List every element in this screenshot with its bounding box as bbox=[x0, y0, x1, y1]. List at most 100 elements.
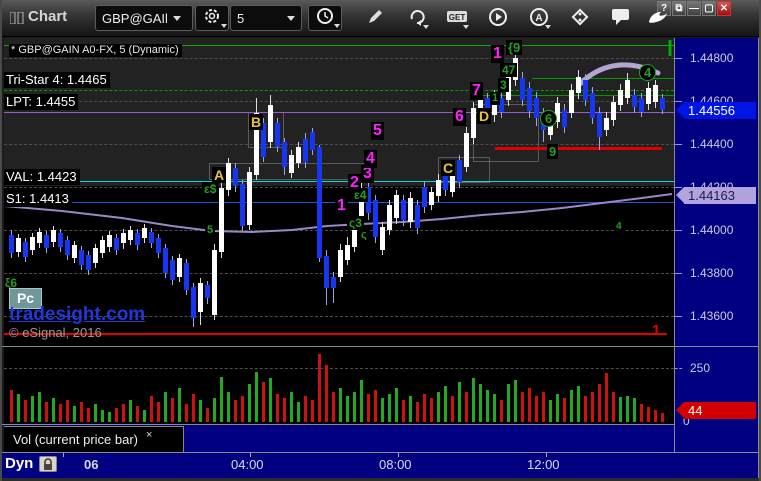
candle-down bbox=[86, 255, 91, 270]
candle-down bbox=[401, 200, 406, 220]
volume-bar bbox=[346, 396, 349, 422]
tab-close-icon[interactable]: × bbox=[146, 428, 153, 441]
time-axis[interactable]: Dyn 06 04:00 08:00 12:00 bbox=[2, 452, 759, 478]
chevron-down-icon bbox=[172, 15, 181, 21]
price-axis-panel[interactable]: 1.448001.446001.444001.442001.440001.438… bbox=[675, 38, 759, 478]
annotation-1: 1 bbox=[490, 92, 501, 105]
maximize-button[interactable]: ▢ bbox=[702, 1, 716, 16]
popout-button[interactable]: ⧉ bbox=[672, 1, 686, 16]
candle-down bbox=[597, 113, 602, 137]
axis-divider-vertical bbox=[674, 38, 675, 452]
candle-down bbox=[163, 248, 168, 273]
gear-button[interactable] bbox=[195, 5, 229, 31]
send-diamond-button[interactable] bbox=[567, 7, 593, 31]
play-button[interactable] bbox=[485, 7, 511, 31]
volume-bar bbox=[423, 394, 426, 422]
time-tick bbox=[250, 452, 251, 457]
candle-down bbox=[632, 95, 637, 107]
chevron-down-icon bbox=[423, 25, 429, 29]
volume-bar bbox=[262, 382, 265, 422]
comment-bubble-button[interactable] bbox=[608, 7, 634, 31]
candle-down bbox=[23, 242, 28, 257]
volume-bar bbox=[241, 396, 244, 422]
candle-down bbox=[170, 260, 175, 280]
pane-divider-volume bbox=[2, 424, 675, 425]
volume-bar bbox=[381, 398, 384, 422]
candle-down bbox=[415, 205, 420, 228]
candle-down bbox=[331, 277, 336, 288]
volume-bar bbox=[507, 384, 510, 422]
dyn-mode-label[interactable]: Dyn bbox=[5, 455, 34, 472]
level-line-tri-star-4 bbox=[4, 90, 674, 91]
candle-down bbox=[527, 88, 532, 111]
volume-bar bbox=[577, 386, 580, 422]
volume-bar bbox=[367, 394, 370, 422]
copyright-text: © eSignal, 2016 bbox=[9, 325, 102, 340]
redo-icon bbox=[408, 8, 426, 31]
candle-up bbox=[576, 77, 581, 93]
svg-text:A: A bbox=[535, 13, 542, 24]
annotation-D: D bbox=[477, 108, 492, 124]
level-line-lpt bbox=[4, 112, 674, 113]
get-button[interactable]: GET bbox=[444, 7, 470, 31]
candle-up bbox=[107, 235, 112, 247]
volume-bar bbox=[80, 402, 83, 422]
annotation-A: A bbox=[212, 167, 227, 183]
candle-up bbox=[268, 105, 273, 142]
clock-button[interactable] bbox=[308, 5, 342, 31]
candle-up bbox=[345, 245, 350, 260]
volume-tab[interactable]: Vol (current price bar) × bbox=[4, 426, 184, 452]
annotation-2: 2 bbox=[348, 174, 361, 192]
candle-down bbox=[590, 93, 595, 118]
watermark-link-text[interactable]: tradesight.com bbox=[9, 304, 146, 325]
volume-bar bbox=[549, 400, 552, 422]
window-split-icon bbox=[9, 11, 24, 25]
price-tick-label: 1.44800 bbox=[690, 51, 734, 65]
symbol-dropdown-value: GBP@GAIl bbox=[102, 10, 168, 26]
interval-dropdown[interactable]: 5 bbox=[230, 5, 302, 31]
volume-bar bbox=[276, 394, 279, 422]
pencil-button[interactable] bbox=[362, 7, 388, 31]
close-button[interactable]: ✕ bbox=[717, 1, 731, 16]
annotation-4: 4 bbox=[614, 221, 624, 233]
volume-bar bbox=[479, 384, 482, 422]
volume-bar bbox=[171, 398, 174, 422]
pc-study-chip[interactable]: Pc bbox=[9, 288, 42, 309]
toolbar: Chart GBP@GAIl 5 ? ⧉ — ▢ ✕ GET A bbox=[2, 0, 759, 37]
price-chart-pane[interactable]: 1 2 3 4 5 6 7 1 A B C D {9 47 3 1 6 9 4 ε4 ς3 ς ε$ 5 ξ6 4 * GBP@G… bbox=[4, 38, 674, 346]
twitter-bird-button[interactable] bbox=[645, 7, 671, 31]
candle-up bbox=[387, 205, 392, 230]
volume-bar bbox=[31, 396, 34, 422]
red-line-number-label: 1. bbox=[652, 322, 665, 339]
volume-bar bbox=[136, 406, 139, 422]
candle-up bbox=[625, 80, 630, 98]
price-tick-label: 1.43800 bbox=[690, 266, 734, 280]
twitter-bird-icon bbox=[647, 8, 669, 31]
volume-bar bbox=[143, 410, 146, 422]
candle-down bbox=[317, 147, 322, 258]
volume-pane[interactable] bbox=[4, 347, 674, 424]
play-icon bbox=[489, 7, 507, 31]
volume-bar bbox=[563, 398, 566, 422]
volume-bar bbox=[416, 402, 419, 422]
chevron-down-icon bbox=[287, 15, 295, 21]
candle-up bbox=[128, 230, 133, 240]
candle-down bbox=[303, 139, 308, 162]
minimize-button[interactable]: — bbox=[687, 1, 701, 16]
symbol-dropdown[interactable]: GBP@GAIl bbox=[95, 5, 193, 31]
volume-bar bbox=[318, 354, 321, 422]
volume-bar bbox=[388, 394, 391, 422]
auto-a-button[interactable]: A bbox=[526, 7, 552, 31]
volume-bar bbox=[59, 404, 62, 422]
candle-up bbox=[51, 230, 56, 242]
redo-button[interactable] bbox=[404, 7, 430, 31]
watermark-link[interactable]: tradesight.com bbox=[9, 304, 145, 326]
price-tick-label: 1.43600 bbox=[690, 309, 734, 323]
annotation-ξ6: ξ6 bbox=[4, 276, 20, 290]
lock-icon[interactable] bbox=[39, 456, 57, 472]
candle-up bbox=[352, 227, 357, 247]
price-tick-label: 1.44400 bbox=[690, 137, 734, 151]
volume-bar bbox=[227, 392, 230, 422]
candle-down bbox=[443, 172, 448, 190]
lpt-label: LPT: 1.4455 bbox=[4, 94, 79, 110]
